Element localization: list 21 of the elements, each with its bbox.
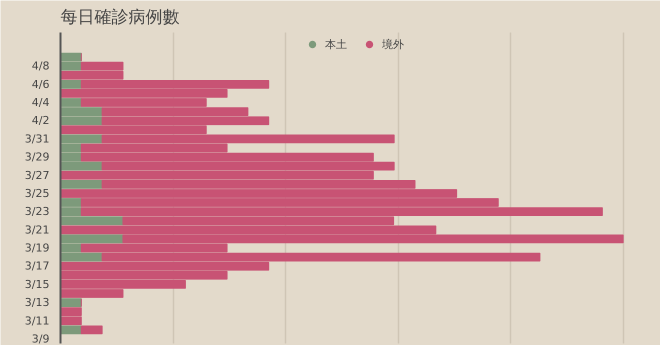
y-tick-label: 3/13 (24, 296, 50, 310)
y-tick-label: 3/11 (24, 314, 50, 328)
y-tick-label: 4/2 (32, 114, 50, 128)
y-tick-label: 3/15 (24, 278, 50, 291)
y-tick-label: 3/31 (24, 132, 50, 146)
y-tick-label: 3/27 (24, 168, 50, 182)
y-tick-label: 3/19 (24, 242, 50, 255)
y-tick-label: 3/25 (24, 186, 50, 200)
y-tick-label: 3/17 (24, 260, 50, 273)
y-tick-label: 3/9 (32, 332, 50, 346)
chart-title: 每日確診病例數 (60, 8, 180, 28)
legend-label: 境外 (382, 36, 404, 52)
legend-label: 本土 (325, 36, 347, 52)
y-tick-label: 3/23 (24, 205, 50, 218)
y-tick-label: 4/6 (32, 78, 50, 91)
y-tick-label: 3/21 (24, 223, 50, 236)
bar (60, 298, 82, 307)
y-tick-label: 3/29 (24, 150, 50, 164)
y-tick-label: 4/8 (32, 60, 50, 73)
bar (60, 180, 103, 189)
y-tick-label: 4/4 (32, 96, 50, 110)
